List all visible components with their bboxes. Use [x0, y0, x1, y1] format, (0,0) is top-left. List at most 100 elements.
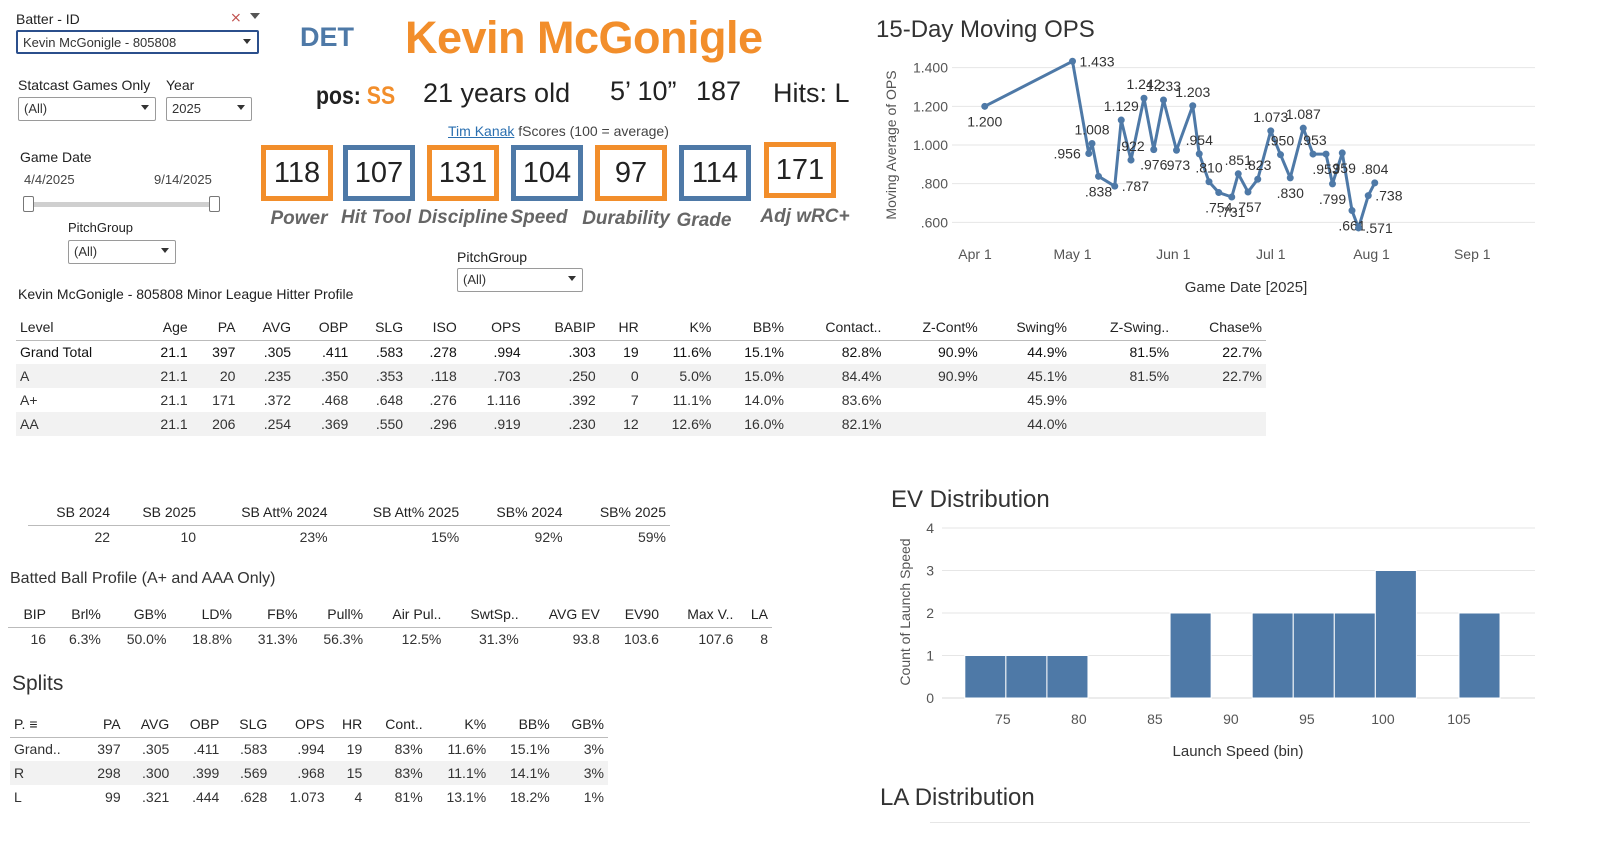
table-cell: L: [14, 789, 22, 805]
ops-x-tick: Aug 1: [1353, 246, 1390, 262]
sort-icon[interactable]: ≡: [25, 715, 38, 732]
table-cell: 397: [212, 344, 236, 361]
ev-bar: [1251, 612, 1294, 699]
profile-header-cell: AVG: [239, 314, 296, 341]
table-cell: 15%: [431, 529, 460, 546]
ev-bar: [1005, 655, 1048, 699]
ops-data-point: [1286, 174, 1294, 182]
la-chart-gridline: [930, 822, 1530, 823]
player-name: Kevin McGonigle: [405, 12, 763, 63]
batted-header-cell: AVG EV: [522, 601, 604, 628]
table-row: AA 21.1 206.254.369.550.296.919.230 12 12.6%…: [16, 412, 1266, 436]
ops-data-label: .830: [1277, 185, 1304, 201]
ops-data-point: [1348, 207, 1356, 215]
clear-filter-icon[interactable]: ⨯: [230, 9, 242, 25]
ev-y-tick: 1: [926, 648, 934, 664]
table-cell: .392: [568, 392, 596, 408]
ops-chart-title: 15-Day Moving OPS: [876, 16, 1095, 43]
year-select[interactable]: 2025: [166, 97, 252, 121]
table-cell: 397: [97, 741, 121, 758]
table-row: A+ 21.1 171 .372 .468 .648 .276 1.116 .392 7 11.1%…: [16, 388, 1266, 412]
ops-data-label: 1.203: [1175, 84, 1210, 100]
table-cell: 82.8%: [841, 344, 882, 361]
table-cell: [885, 412, 982, 436]
ops-data-point: [1085, 150, 1093, 158]
date-slider-track[interactable]: [28, 202, 216, 207]
profile-header-cell: Z-Swing..: [1070, 314, 1174, 341]
fscore-grade-box: 114: [679, 145, 751, 201]
table-cell: .305: [142, 741, 170, 758]
table-cell: .278: [429, 344, 457, 361]
table-cell: 11.1%: [672, 392, 712, 408]
table-cell: .583: [375, 344, 404, 361]
table-cell: 13.1%: [446, 789, 487, 805]
statcast-select[interactable]: (All): [18, 97, 156, 121]
sb-header-cell: SB% 2024: [463, 499, 567, 526]
ops-data-point: [1371, 179, 1379, 187]
date-end: 9/14/2025: [154, 172, 212, 187]
statcast-select-value: (All): [24, 101, 48, 116]
table-cell: 15.1%: [510, 741, 550, 758]
batter-select[interactable]: Kevin McGonigle - 805808: [16, 30, 259, 54]
ops-y-tick: .600: [921, 214, 948, 230]
ops-data-label: .731: [1218, 204, 1245, 220]
position: pos: SS: [316, 82, 395, 111]
splits-header-cell: K%: [426, 711, 491, 738]
fscore-hit-tool-box: 107: [343, 145, 415, 201]
table-cell: .703: [460, 364, 525, 388]
table-cell: .411: [322, 344, 349, 361]
table-cell: 12.6%: [642, 412, 716, 436]
table-cell: A: [16, 364, 138, 388]
splits-title: Splits: [12, 672, 64, 695]
chevron-down-icon: [237, 105, 245, 110]
table-cell: 1%: [583, 789, 604, 805]
sb-header-cell: SB 2025: [114, 499, 201, 526]
profile-header-cell: Chase%: [1173, 314, 1266, 341]
table-cell: Grand Total: [20, 344, 93, 361]
chevron-down-icon: [243, 39, 251, 44]
chevron-down-icon: [161, 248, 169, 253]
table-cell: .230: [524, 412, 600, 436]
pitchgroup-select[interactable]: (All): [68, 240, 176, 264]
table-cell: 19: [346, 741, 363, 758]
table-cell: 11.6%: [672, 344, 712, 361]
date-slider-start-handle[interactable]: [23, 196, 34, 212]
ops-data-point: [1111, 182, 1119, 190]
table-cell: 11.6%: [447, 741, 487, 758]
ops-data-point: [1095, 172, 1102, 180]
pitchgroup2-select[interactable]: (All): [457, 268, 583, 292]
ops-x-tick: Apr 1: [958, 246, 992, 262]
statcast-label: Statcast Games Only: [18, 77, 151, 93]
ops-data-label: .799: [1319, 191, 1346, 207]
table-cell: A+: [20, 392, 38, 408]
splits-header-cell: OBP: [173, 711, 224, 738]
profile-header-cell: BABIP: [524, 314, 600, 341]
table-cell: .369: [295, 412, 353, 436]
author-link[interactable]: Tim Kanak: [448, 123, 515, 139]
ops-data-label: .922: [1117, 138, 1144, 154]
sb-value-row: 22 10 23% 15% 92% 59%: [28, 525, 670, 549]
ev-x-tick: 85: [1147, 711, 1163, 727]
ops-data-point: [1309, 150, 1317, 158]
table-cell: .994: [493, 344, 521, 361]
date-slider-end-handle[interactable]: [209, 196, 220, 212]
filter-menu-icon[interactable]: [250, 13, 260, 19]
ops-x-tick: May 1: [1053, 246, 1091, 262]
ops-data-label: .787: [1122, 178, 1149, 194]
table-cell: .968: [271, 761, 329, 785]
table-cell: 18.2%: [510, 789, 550, 805]
ev-x-tick: 105: [1447, 711, 1471, 727]
ev-x-tick: 100: [1371, 711, 1395, 727]
ev-y-tick: 3: [926, 563, 934, 579]
chevron-down-icon: [568, 276, 576, 281]
ops-data-point: [1299, 124, 1307, 132]
ops-data-label: .953: [1312, 161, 1339, 177]
batted-value-row: 16 6.3% 50.0% 18.8% 31.3% 56.3% 12.5% 31.3% 93.8…: [8, 627, 772, 651]
batter-label: Batter - ID: [16, 11, 80, 27]
table-cell: 81.5%: [1129, 344, 1170, 361]
ops-y-tick: .800: [921, 176, 948, 192]
batted-header-row: BIP Brl% GB% LD% FB% Pull% Air Pul.. SwtSp.. AVG…: [8, 601, 772, 628]
fscore-hit-tool-label: Hit Tool: [341, 207, 411, 228]
player-weight: 187: [696, 76, 742, 106]
profile-header-cell: PA: [191, 314, 240, 341]
